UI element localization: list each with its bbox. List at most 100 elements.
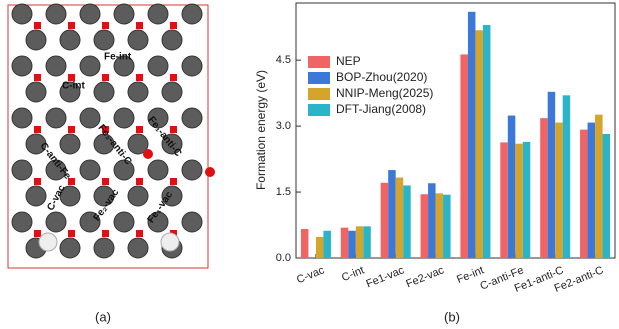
c-atom	[68, 230, 75, 237]
bar	[323, 230, 331, 258]
fe-atom	[45, 159, 67, 181]
fe-atom	[181, 55, 203, 77]
fe-atom	[113, 211, 135, 233]
caption: (a)	[95, 309, 111, 324]
c-atom	[170, 74, 177, 81]
fe-atom	[59, 81, 81, 103]
fe-atom	[161, 81, 183, 103]
bar	[388, 170, 396, 258]
bar	[507, 115, 516, 258]
fe-atom	[79, 211, 101, 233]
c-atom	[170, 178, 177, 185]
x-tick-label: Fe2-vac	[404, 264, 446, 290]
y-axis-label: Formation energy (eV)	[254, 70, 268, 190]
fe-atom	[147, 211, 169, 233]
bar	[443, 194, 451, 258]
bar	[460, 54, 468, 259]
fe-atom	[25, 29, 47, 51]
fe-atom	[59, 133, 81, 155]
legend-label: BOP-Zhou(2020)	[336, 70, 427, 84]
bar	[395, 177, 404, 258]
c-atom	[136, 126, 143, 133]
vacancy	[38, 232, 58, 252]
bar	[587, 122, 596, 258]
c-atom	[170, 22, 177, 29]
bar	[522, 141, 531, 258]
fe-atom	[59, 185, 81, 207]
bar	[428, 183, 436, 258]
int-atom	[205, 167, 215, 177]
bar	[348, 230, 356, 258]
fe-atom	[181, 159, 203, 181]
fe-atom	[45, 3, 67, 25]
legend-swatch	[308, 56, 330, 68]
fe-atom	[25, 185, 47, 207]
bar	[340, 227, 349, 258]
x-tick-label: C-int	[340, 264, 366, 284]
bar	[500, 142, 508, 258]
bar	[315, 236, 324, 258]
c-atom	[102, 126, 109, 133]
bar	[555, 122, 563, 258]
fe-atom	[93, 133, 115, 155]
bar	[435, 193, 444, 258]
fe-atom	[93, 185, 115, 207]
fe-atom	[113, 159, 135, 181]
fe-atom	[79, 3, 101, 25]
fe-atom	[113, 3, 135, 25]
c-atom	[136, 178, 143, 185]
fe-atom	[93, 237, 115, 259]
c-atom	[102, 74, 109, 81]
defect-label: C-int	[62, 81, 85, 92]
fe-atom	[113, 107, 135, 129]
y-tick-label: 0.0	[276, 252, 291, 264]
y-tick-label: 1.5	[276, 186, 291, 198]
bar	[420, 194, 429, 258]
defect-label: Fe-int	[104, 52, 132, 63]
y-tick-label: 4.5	[276, 54, 291, 66]
legend-swatch	[308, 104, 330, 116]
fe-atom	[11, 107, 33, 129]
fe-atom	[181, 107, 203, 129]
c-atom	[34, 126, 41, 133]
c-atom	[102, 22, 109, 29]
fe-atom	[79, 159, 101, 181]
c-atom	[68, 74, 75, 81]
crystal-structure	[7, 3, 215, 269]
bar	[482, 24, 491, 259]
fe-atom	[181, 3, 203, 25]
fe-atom	[79, 107, 101, 129]
legend-swatch	[308, 72, 330, 84]
c-atom	[136, 230, 143, 237]
fe-atom	[147, 159, 169, 181]
bar	[515, 143, 523, 258]
c-atom	[136, 74, 143, 81]
vacancy	[160, 232, 180, 252]
bar	[380, 182, 389, 258]
bar	[363, 226, 371, 258]
fe-atom	[11, 3, 33, 25]
fe-atom	[127, 29, 149, 51]
bar	[540, 118, 548, 258]
fe-atom	[161, 29, 183, 51]
bar	[300, 228, 309, 258]
fe-atom	[45, 107, 67, 129]
c-atom	[170, 126, 177, 133]
bar	[403, 185, 411, 258]
fe-atom	[181, 211, 203, 233]
fe-atom	[127, 185, 149, 207]
fe-atom	[59, 237, 81, 259]
fe-atom	[45, 55, 67, 77]
fe-atom	[93, 29, 115, 51]
bar	[475, 30, 483, 258]
c-atom	[136, 22, 143, 29]
bar	[355, 226, 364, 258]
fe-atom	[113, 55, 135, 77]
fe-atom	[11, 159, 33, 181]
c-atom	[34, 22, 41, 29]
fe-atom	[11, 55, 33, 77]
fe-atom	[127, 237, 149, 259]
fe-atom	[25, 81, 47, 103]
bar	[467, 11, 476, 258]
